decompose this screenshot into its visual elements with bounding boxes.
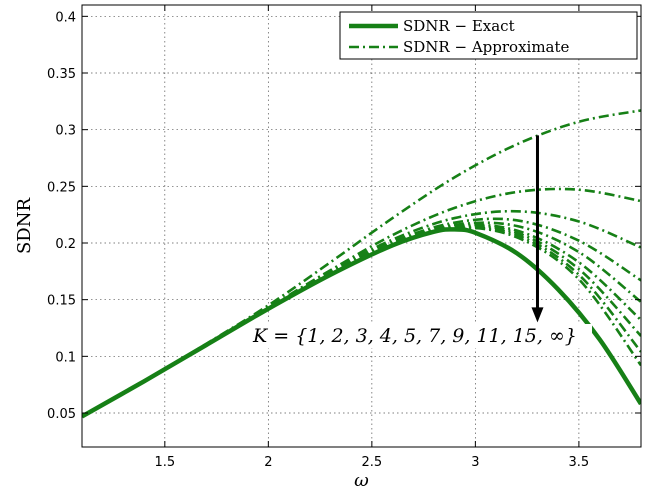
series-layer	[82, 109, 641, 419]
x-axis-label: ω	[354, 470, 369, 491]
y-tick-label: 0.4	[55, 10, 76, 25]
grid	[82, 5, 641, 447]
x-tick-label: 2	[264, 455, 272, 470]
legend-label-exact: SDNR − Exact	[403, 17, 515, 35]
y-axis-label: SDNR	[14, 198, 35, 255]
y-tick-label: 0.2	[55, 237, 76, 252]
annotation-arrow-head	[531, 307, 544, 323]
y-tick-label: 0.25	[47, 180, 76, 195]
tick-layer: 1.5 2 2.5 3 3.5 0.05 0.1 0.15 0.2 0.25 0.3 0.35 0.4	[47, 5, 641, 470]
y-tick-label: 0.15	[47, 294, 76, 309]
x-tick-label: 2.5	[362, 455, 383, 470]
legend-box	[339, 11, 638, 60]
y-tick-label: 0.05	[47, 407, 76, 422]
y-tick-label: 0.3	[55, 124, 76, 139]
y-tick-label: 0.35	[47, 67, 76, 82]
plot-frame	[81, 4, 642, 448]
annotation: K = {1, 2, 3, 4, 5, 7, 9, 11, 15, ∞}	[250, 135, 592, 348]
y-tick-label: 0.1	[55, 350, 76, 365]
legend-label-approximate: SDNR − Approximate	[403, 38, 570, 56]
x-tick-label: 3	[471, 455, 479, 470]
legend: SDNR − Exact SDNR − Approximate	[339, 11, 638, 60]
x-tick-label: 3.5	[569, 455, 590, 470]
series-approximate-line	[82, 187, 641, 418]
series-exact-line	[82, 227, 641, 419]
annotation-text: K = {1, 2, 3, 4, 5, 7, 9, 11, 15, ∞}	[252, 325, 577, 347]
x-tick-label: 1.5	[154, 455, 175, 470]
series-approximate-line	[82, 209, 641, 418]
annotation-background	[250, 324, 592, 348]
plot-border	[81, 4, 642, 448]
